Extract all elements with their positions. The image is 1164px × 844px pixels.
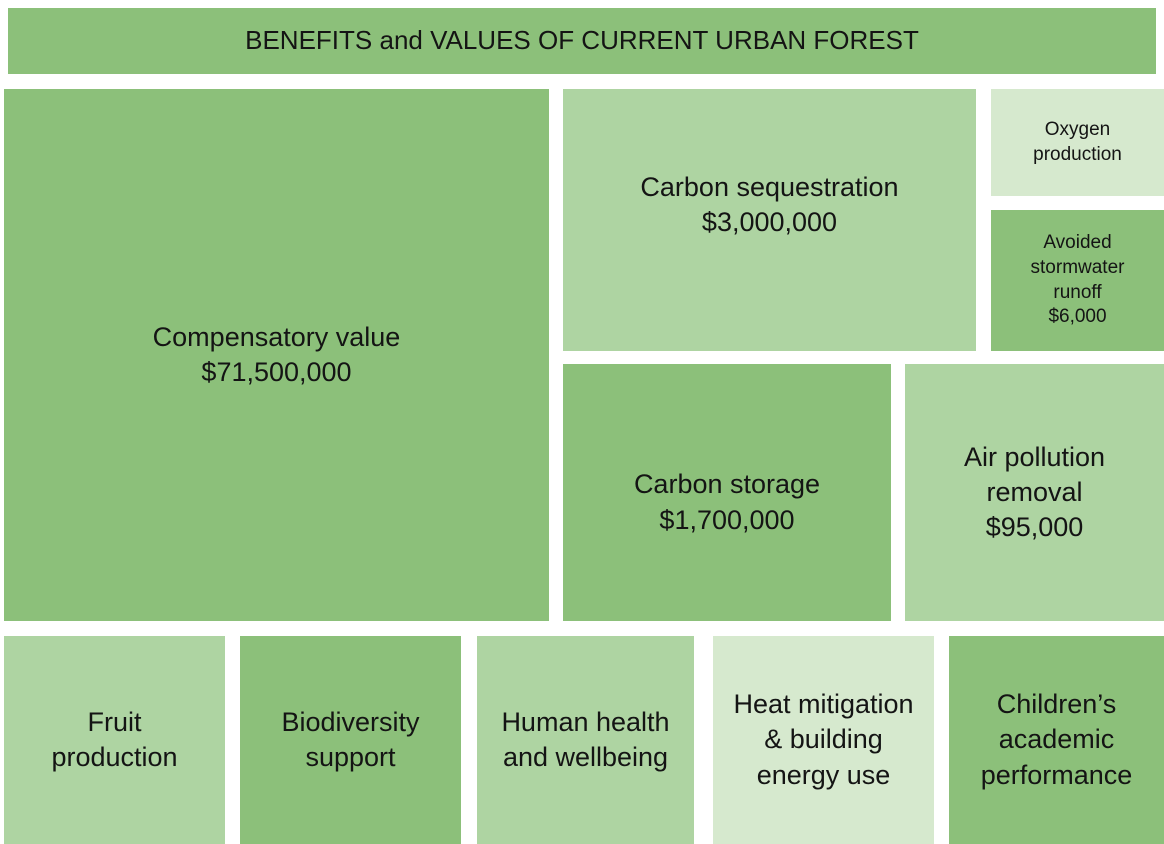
tile-label: Oxygen production [1033, 118, 1122, 165]
tile-value: $71,500,000 [201, 357, 352, 387]
tile: Fruit production [4, 636, 225, 844]
tile-value: $3,000,000 [701, 207, 838, 237]
tile: Air pollution removal $95,000 [905, 364, 1164, 621]
title-bar: BENEFITS and VALUES OF CURRENT URBAN FOR… [8, 8, 1156, 74]
tile: Human health and wellbeing [477, 636, 694, 844]
tile-value: $6,000 [1048, 306, 1107, 328]
title: BENEFITS and VALUES OF CURRENT URBAN FOR… [245, 25, 919, 56]
tile-label: Fruit production [51, 706, 178, 772]
tile: Compensatory value $71,500,000 [4, 89, 549, 621]
tile-label: Carbon sequestration [640, 171, 899, 202]
tile-label: Air pollution removal [963, 441, 1106, 507]
tile-label: Heat mitigation & building energy use [733, 689, 914, 790]
tile: Carbon sequestration $3,000,000 [563, 89, 976, 351]
tile: Biodiversity support [240, 636, 461, 844]
tile-value: $1,700,000 [659, 504, 795, 535]
tile: Heat mitigation & building energy use [713, 636, 934, 844]
tile-label: Biodiversity support [281, 706, 420, 772]
tile-label: Compensatory value [152, 321, 401, 352]
tile-label: Carbon storage [633, 469, 821, 500]
tile: Children’s academic performance [949, 636, 1164, 844]
tile: Oxygen production [991, 89, 1164, 196]
tile-label: Human health and wellbeing [501, 706, 670, 772]
tile-label: Avoided stormwater runoff [1030, 232, 1125, 303]
tile: Carbon storage $1,700,000 [563, 364, 891, 621]
tile-value: $95,000 [985, 512, 1084, 543]
tile-label: Children’s academic performance [980, 689, 1133, 790]
tile: Avoided stormwater runoff $6,000 [991, 210, 1164, 351]
